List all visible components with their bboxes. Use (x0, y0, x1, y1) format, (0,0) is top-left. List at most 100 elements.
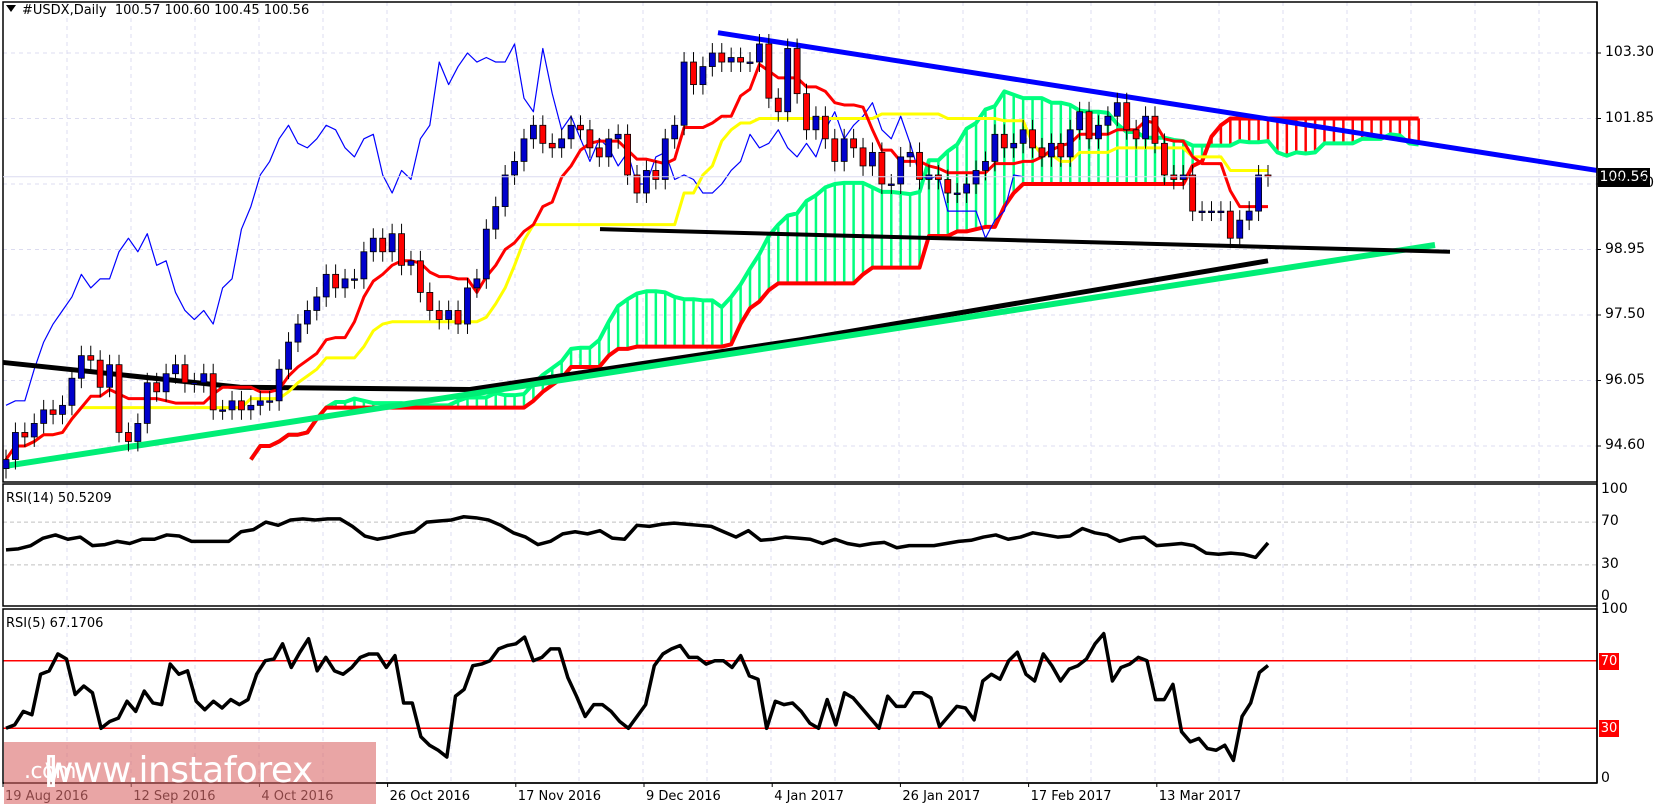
bullish-candle (530, 124, 537, 140)
bullish-candle (840, 138, 848, 162)
moving-average-line (2, 258, 1269, 393)
bullish-candle (699, 66, 707, 86)
bullish-candle (1236, 219, 1244, 239)
bearish-candle (238, 400, 245, 411)
price-axis-label: 103.30 (1605, 44, 1654, 60)
bullish-candle (520, 138, 528, 162)
bullish-candle (897, 156, 905, 185)
bullish-candle (303, 310, 311, 325)
bullish-candle (1208, 210, 1215, 214)
bearish-candle (878, 151, 886, 185)
rsi14-axis-label: 30 (1601, 555, 1619, 572)
watermark-text: www.instaforex (44, 750, 313, 791)
bullish-candle (784, 48, 792, 113)
bullish-candle (1245, 210, 1253, 221)
bullish-candle (614, 133, 622, 140)
bullish-candle (605, 138, 613, 158)
bullish-candle (812, 115, 820, 131)
watermark: [ www.instaforex .com ] (4, 742, 376, 804)
bearish-candle (1000, 133, 1008, 149)
bearish-candle (859, 147, 867, 167)
rsi5-axis-label: 100 (1601, 601, 1628, 617)
bearish-candle (774, 97, 782, 113)
bullish-candle (1019, 129, 1027, 144)
bullish-candle (982, 161, 989, 171)
dropdown-triangle-icon[interactable] (6, 5, 16, 12)
bullish-candle (1113, 102, 1121, 117)
bullish-candle (567, 124, 575, 140)
bearish-candle (1151, 115, 1159, 144)
bearish-candle (1057, 142, 1065, 158)
bullish-candle (266, 400, 274, 403)
bullish-candle (162, 373, 170, 393)
bearish-candle (96, 359, 104, 388)
bearish-candle (586, 129, 594, 149)
price-axis-label: 101.85 (1605, 109, 1654, 126)
chikou-span-line (5, 43, 1024, 406)
bullish-candle (1076, 111, 1084, 131)
rsi5-level-tag: 70 (1599, 652, 1619, 670)
bearish-candle (1085, 111, 1093, 140)
bearish-candle (435, 310, 443, 320)
bearish-candle (831, 138, 839, 162)
bearish-candle (793, 48, 801, 95)
descending-resistance-trendline (717, 30, 1598, 173)
rsi5-axis-label: 0 (1601, 770, 1610, 786)
last-price-tag: 100.56 (1598, 168, 1650, 187)
price-axis-label: 97.50 (1605, 306, 1646, 322)
bearish-candle (426, 292, 434, 311)
price-axis-label: 98.95 (1605, 240, 1646, 257)
bullish-candle (643, 170, 650, 194)
panel-border (2, 483, 1598, 607)
bearish-candle (633, 174, 641, 194)
bullish-candle (1217, 210, 1225, 214)
bearish-candle (821, 115, 829, 140)
bullish-candle (963, 183, 971, 194)
bullish-candle (953, 192, 961, 195)
bearish-candle (209, 373, 217, 411)
bullish-candle (482, 228, 490, 280)
bullish-candle (77, 355, 85, 379)
ascending-support-trendline (2, 242, 1436, 470)
bullish-candle (887, 183, 895, 186)
rsi14-axis-label: 70 (1601, 513, 1619, 530)
rsi5-line (5, 631, 1270, 763)
bearish-candle (416, 260, 424, 293)
bearish-candle (125, 432, 132, 442)
bearish-candle (1038, 147, 1046, 158)
bearish-candle (548, 142, 556, 149)
bearish-candle (398, 233, 405, 266)
bearish-candle (1189, 174, 1197, 212)
bearish-candle (765, 43, 773, 99)
bullish-candle (708, 52, 716, 67)
bullish-candle (219, 409, 227, 412)
bullish-candle (1095, 124, 1102, 140)
bearish-candle (850, 138, 858, 149)
bullish-candle (473, 278, 481, 289)
bullish-candle (492, 206, 500, 230)
bullish-candle (1198, 210, 1206, 214)
rsi14-axis-label: 0 (1601, 588, 1610, 604)
bullish-candle (558, 138, 566, 149)
bearish-candle (803, 93, 810, 131)
price-axis-label: 100.40 (1605, 175, 1654, 191)
bullish-candle (360, 251, 368, 280)
price-axis-label: 96.05 (1605, 371, 1646, 388)
bullish-candle (369, 237, 377, 253)
bullish-candle (200, 373, 208, 384)
bearish-candle (577, 124, 584, 131)
bullish-candle (388, 233, 396, 253)
rsi5-label: RSI(5) 67.1706 (6, 616, 104, 631)
rsi14-line (5, 515, 1270, 560)
bearish-candle (652, 170, 660, 180)
bullish-candle (228, 400, 236, 411)
bearish-candle (916, 151, 923, 180)
bullish-candle (991, 133, 999, 162)
bullish-candle (256, 400, 264, 406)
bullish-candle (294, 323, 302, 343)
bullish-candle (247, 404, 255, 411)
bearish-candle (21, 432, 29, 438)
bullish-candle (671, 124, 679, 140)
bearish-candle (690, 61, 697, 86)
